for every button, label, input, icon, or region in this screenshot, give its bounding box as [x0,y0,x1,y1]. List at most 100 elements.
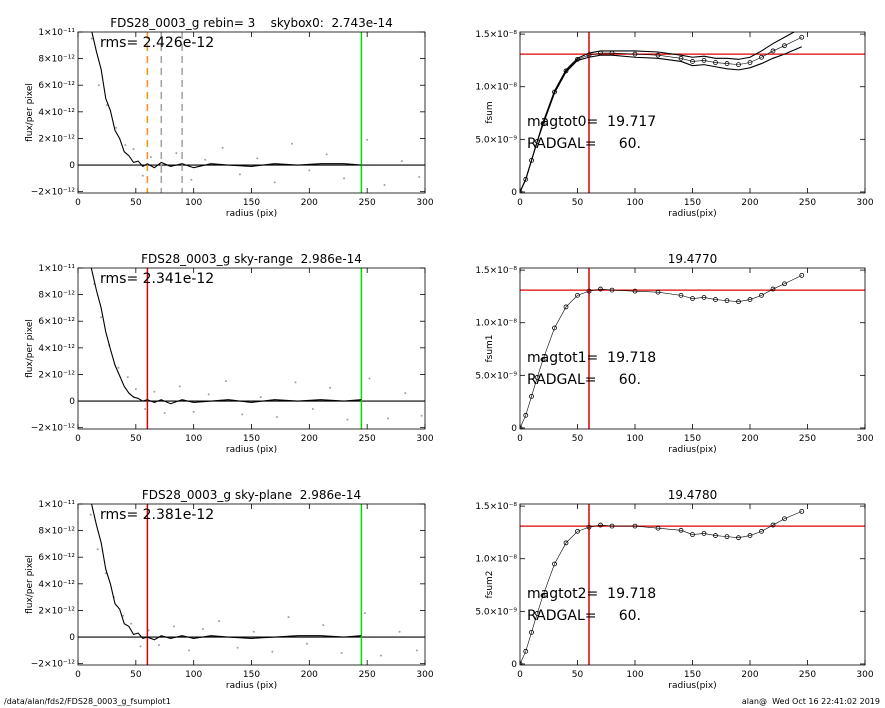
scatter-point [275,416,278,419]
scatter-point [97,84,100,87]
chart-title: 19.4780 [668,488,718,502]
scatter-point [188,649,191,652]
scatter-point [89,513,92,516]
scatter-point [346,418,349,421]
data-point [747,533,753,538]
scatter-point [273,181,276,184]
annotation: RADGAL= 60. [527,372,641,388]
y-tick-label: 2×10⁻¹² [38,370,75,380]
y-tick-label: 1.5×10⁻⁸ [475,30,517,40]
x-tick-label: 250 [359,198,376,208]
plot-frame [519,31,866,194]
data-point [586,524,592,530]
scatter-point [366,138,369,141]
series-line [520,32,796,193]
scatter-point [204,158,207,161]
y-tick-label: −2×10⁻¹² [31,660,76,670]
data-point [529,393,534,399]
x-axis-label: radius (pix) [226,209,277,219]
x-tick-label: 50 [130,434,142,444]
x-tick-label: 0 [75,198,81,208]
x-tick-label: 250 [799,198,816,208]
series-line [91,504,362,641]
scatter-point [115,126,118,129]
y-tick-label: 1×10⁻¹¹ [38,28,75,38]
scatter-point [256,157,259,160]
x-tick-label: 150 [684,670,701,680]
data-point [552,561,557,567]
scatter-point [175,152,178,155]
scatter-point [329,386,332,389]
y-tick-label: 0 [69,397,75,407]
x-tick-label: 250 [359,670,376,680]
plot-frame [519,267,866,430]
scatter-point [308,169,311,172]
annotation: rms= 2.381e-12 [100,507,214,523]
x-axis-label: radius(pix) [668,445,716,455]
y-tick-label: 2×10⁻¹² [38,134,75,144]
plot-area [78,268,425,429]
scatter-point [124,144,127,147]
plot-area [520,504,865,665]
x-tick-label: 150 [243,670,260,680]
scatter-point [241,413,244,416]
x-tick-label: 150 [243,434,260,444]
y-tick-label: 2×10⁻¹² [38,606,75,616]
x-tick-label: 150 [684,434,701,444]
y-tick-label: 5.0×10⁻⁹ [475,135,517,145]
y-axis-label: flux/per pixel [25,83,35,142]
y-tick-label: 0 [69,633,75,643]
y-tick-label: 8×10⁻¹² [38,291,75,301]
y-tick-label: −2×10⁻¹² [31,424,76,434]
y-tick-label: 6×10⁻¹² [38,553,75,563]
x-tick-label: 150 [243,198,260,208]
x-tick-label: 100 [185,198,202,208]
scatter-point [130,622,133,625]
series-line [520,46,802,193]
data-point [563,304,569,310]
x-axis-label: radius(pix) [668,681,716,691]
data-point [540,357,546,362]
data-point [799,272,805,278]
series-line [91,32,362,169]
y-axis-label: flux/per pixel [25,555,35,614]
scatter-point [96,548,99,551]
x-tick-label: 200 [741,670,758,680]
annotation: rms= 2.341e-12 [100,271,214,287]
data-point [523,176,529,182]
x-tick-label: 200 [301,434,318,444]
data-point [534,611,540,616]
y-tick-label: 1×10⁻¹¹ [38,500,75,510]
data-point [770,48,776,54]
panel: 0 50 100 150 200 250 300 0 5.0×10⁻⁹ 1.0×10⁻⁸ 1.5×1… [475,252,874,455]
scatter-point [139,645,142,648]
x-tick-label: 100 [626,670,643,680]
data-point [747,60,753,65]
annotation: magtot2= 19.718 [527,586,656,602]
footer-path: /data/alan/fds2/FDS28_0003_g_fsumplot1 [4,697,171,706]
x-tick-label: 300 [856,198,873,208]
scatter-point [287,616,290,619]
scatter-point [238,173,241,176]
plot-frame [77,503,426,666]
x-tick-label: 300 [856,670,873,680]
scatter-point [306,642,309,645]
data-point [575,528,580,534]
scatter-point [415,649,418,652]
x-axis-label: radius (pix) [226,681,277,691]
scatter-point [221,146,224,149]
scatter-point [400,160,403,163]
data-point [782,516,787,522]
x-tick-label: 50 [572,198,584,208]
data-point [770,522,776,528]
data-point [799,34,805,40]
data-point [523,412,529,418]
data-point [540,593,546,598]
scatter-point [134,388,137,391]
y-tick-label: −2×10⁻¹² [31,188,76,198]
scatter-point [259,396,262,399]
x-tick-label: 50 [572,670,584,680]
y-tick-label: 0 [511,424,517,434]
y-tick-label: 5.0×10⁻⁹ [475,371,517,381]
